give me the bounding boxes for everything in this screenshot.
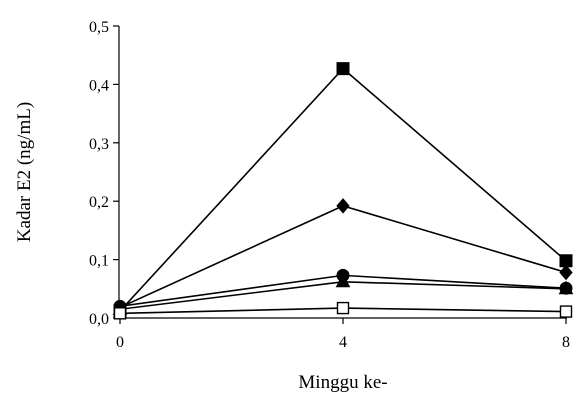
data-point-triangle-filled xyxy=(335,273,351,288)
data-point-square-open xyxy=(559,305,573,318)
y-ticks: 0,0 0,1 0,2 0,3 0,4 0,5 xyxy=(89,19,119,328)
x-tick-label: 0 xyxy=(116,334,124,351)
y-tick-label: 0,5 xyxy=(89,19,109,36)
data-point-diamond-filled xyxy=(336,198,350,214)
y-tick-label: 0,2 xyxy=(89,194,109,211)
data-point-square-open xyxy=(336,301,350,315)
y-axis-title: Kadar E2 (ng/mL) xyxy=(14,102,35,242)
x-tick-label: 8 xyxy=(562,334,570,351)
data-point-square-filled xyxy=(336,62,350,76)
series-group xyxy=(112,62,573,320)
x-axis-title: Minggu ke- xyxy=(298,372,387,393)
y-tick-label: 0,1 xyxy=(89,253,109,270)
data-point-diamond-filled xyxy=(559,264,573,281)
series-line xyxy=(119,205,567,309)
y-tick-label: 0,0 xyxy=(89,311,109,328)
y-tick-label: 0,3 xyxy=(89,136,109,153)
data-point-square-open xyxy=(113,307,127,320)
data-point-triangle-filled xyxy=(558,280,573,295)
y-tick-label: 0,4 xyxy=(89,77,109,94)
x-ticks: 0 4 8 xyxy=(116,318,570,351)
series-square-open xyxy=(113,301,573,320)
x-tick-label: 4 xyxy=(339,334,347,351)
